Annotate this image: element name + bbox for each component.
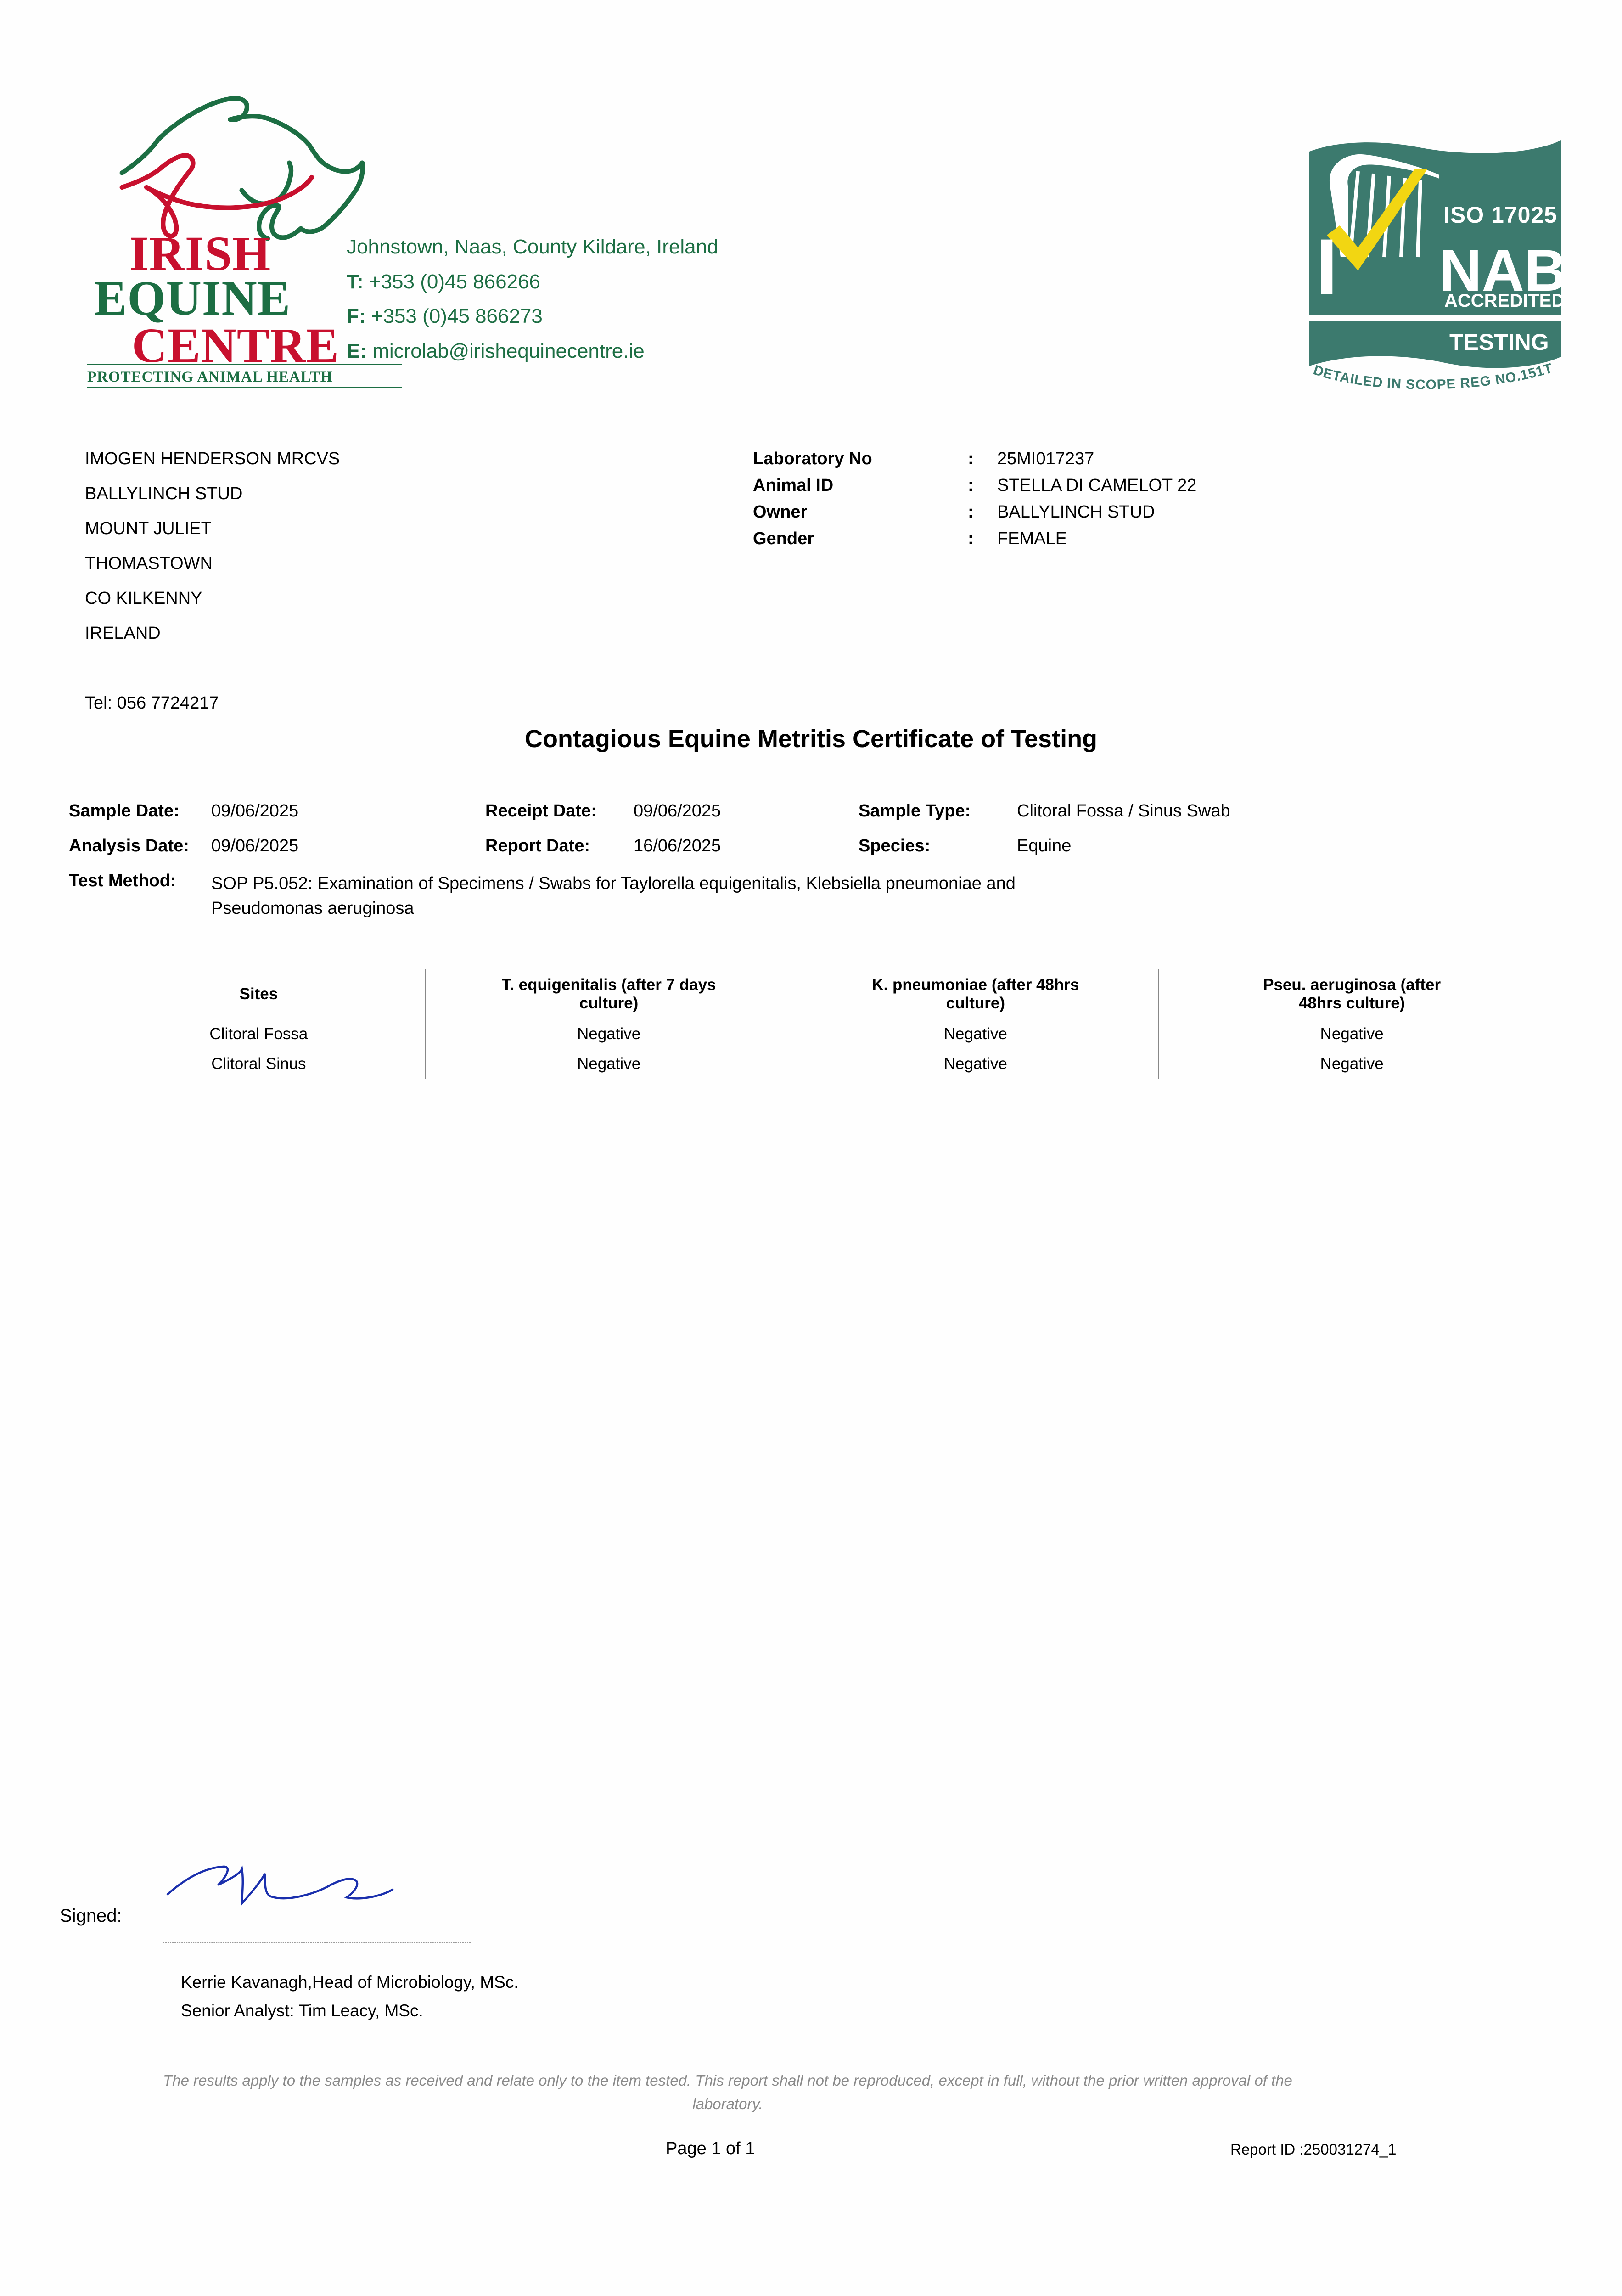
svg-text:ACCREDITED: ACCREDITED — [1444, 291, 1561, 311]
svg-text:ISO 17025: ISO 17025 — [1443, 202, 1557, 228]
svg-text:TESTING: TESTING — [1449, 329, 1549, 355]
svg-text:I: I — [1316, 223, 1338, 311]
